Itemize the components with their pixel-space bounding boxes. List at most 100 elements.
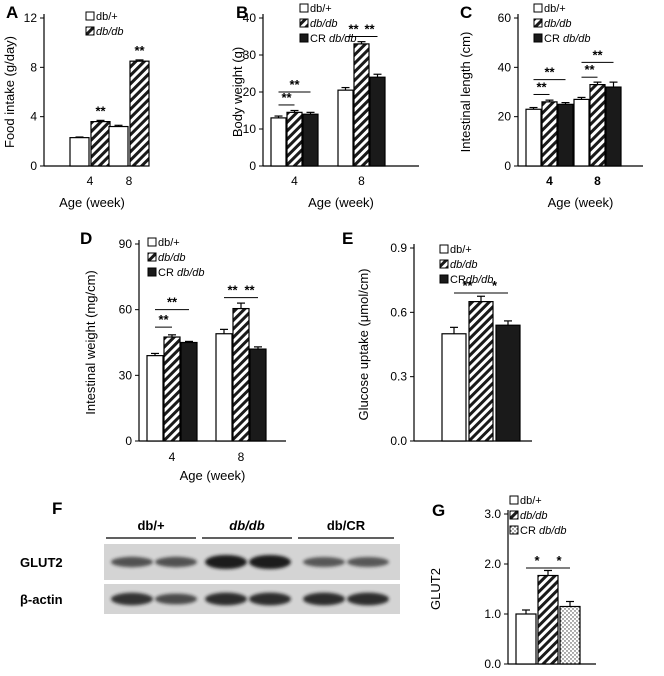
significance-mark: ** (536, 79, 547, 94)
bar (69, 137, 90, 167)
bar (90, 120, 111, 167)
y-tick-label: 90 (119, 237, 133, 251)
legend-label: db/db (96, 26, 124, 38)
western-blot-panel: Fdb/+ db/db db/CR GLUT2 β-actin (20, 499, 400, 614)
chart-panel-c: C 0 20 40 60 Intestinal length (cm) Age (week)… (458, 3, 643, 210)
y-tick-label: 0.0 (390, 434, 407, 448)
legend: db/+ db/db (85, 11, 124, 38)
legend-label: db/db (544, 18, 572, 30)
bar (605, 86, 622, 167)
y-tick-label: 40 (243, 11, 257, 25)
bar (146, 355, 164, 442)
x-tick-label: 8 (238, 450, 245, 464)
y-tick-label: 0 (504, 159, 511, 173)
y-tick-label: 0.0 (484, 657, 501, 671)
significance-mark: ** (281, 90, 292, 105)
bar (108, 125, 129, 167)
legend-label-part: db/db (177, 267, 205, 279)
bar (286, 111, 303, 167)
y-tick-label: 40 (498, 60, 512, 74)
y-axis-label: Glucose uptake (μmol/cm) (356, 269, 371, 421)
bar (515, 613, 537, 665)
legend-label: CR db/db (310, 33, 356, 45)
blot-band (347, 557, 389, 567)
y-axis-label: Body weight (g) (230, 47, 245, 137)
legend-label-part: db/db (96, 26, 124, 38)
significance-mark: ** (544, 65, 555, 80)
y-tick-label: 0.3 (390, 370, 407, 384)
x-tick-label: 8 (358, 174, 365, 188)
bar (180, 341, 198, 442)
bar (441, 333, 467, 442)
blot-band (155, 556, 197, 568)
legend-swatch (85, 26, 95, 36)
x-tick-label: 8 (126, 174, 133, 188)
legend-label: db/+ (158, 237, 180, 249)
y-tick-label: 0 (249, 159, 256, 173)
legend-label-part: CR (310, 33, 329, 45)
significance-mark: * (534, 553, 540, 568)
blot-band (155, 593, 197, 605)
legend-label: db/db (158, 252, 186, 264)
significance-mark: ** (158, 312, 169, 327)
significance-mark: ** (95, 103, 106, 118)
bar (525, 108, 542, 167)
bar (559, 605, 581, 665)
y-axis-label: GLUT2 (428, 568, 443, 610)
bar (589, 83, 606, 167)
bar (495, 324, 521, 442)
legend-label: CRdb/db (450, 274, 493, 286)
y-axis-label: Intestinal length (cm) (458, 32, 473, 153)
bar (537, 574, 559, 665)
bar (302, 113, 319, 167)
y-axis-label: Intestinal weight (mg/cm) (83, 270, 98, 415)
y-tick-label: 8 (30, 60, 37, 74)
legend-label: CR db/db (520, 525, 566, 537)
legend-swatch (439, 244, 449, 254)
legend-label-part: db/db (310, 18, 338, 30)
significance-mark: ** (244, 283, 255, 298)
y-tick-label: 3.0 (484, 507, 501, 521)
bar (369, 76, 386, 167)
legend-label-part: db/db (466, 274, 494, 286)
blot-band (303, 592, 345, 606)
significance-mark: ** (348, 22, 359, 37)
legend-swatch (85, 11, 95, 21)
legend-label-part: db/db (544, 18, 572, 30)
x-tick-label: 4 (546, 174, 553, 188)
legend-swatch (509, 525, 519, 535)
legend-swatch (509, 510, 519, 520)
x-tick-label: 4 (169, 450, 176, 464)
significance-mark: * (492, 278, 498, 293)
legend-swatch (509, 495, 519, 505)
y-tick-label: 12 (24, 11, 38, 25)
legend-swatch (299, 3, 309, 13)
significance-mark: ** (584, 62, 595, 77)
blot-band (205, 592, 247, 606)
legend-label-part: CR (158, 267, 177, 279)
y-tick-label: 2.0 (484, 557, 501, 571)
panel-letter: G (432, 501, 445, 520)
blot-band (249, 555, 291, 569)
y-tick-label: 20 (243, 85, 257, 99)
significance-mark: ** (289, 77, 300, 92)
bar (468, 301, 494, 442)
blot-band (205, 555, 247, 569)
legend-label: CR db/db (544, 33, 590, 45)
blot-band (249, 592, 291, 606)
legend-label: db/db (520, 510, 548, 522)
y-tick-label: 0 (125, 434, 132, 448)
legend-label-part: CR (520, 525, 539, 537)
legend-label: db/db (310, 18, 338, 30)
legend-label-part: CR (450, 274, 466, 286)
y-tick-label: 4 (30, 110, 37, 124)
blot-band (347, 592, 389, 606)
legend-swatch (533, 33, 543, 43)
panel-letter: C (460, 3, 472, 22)
